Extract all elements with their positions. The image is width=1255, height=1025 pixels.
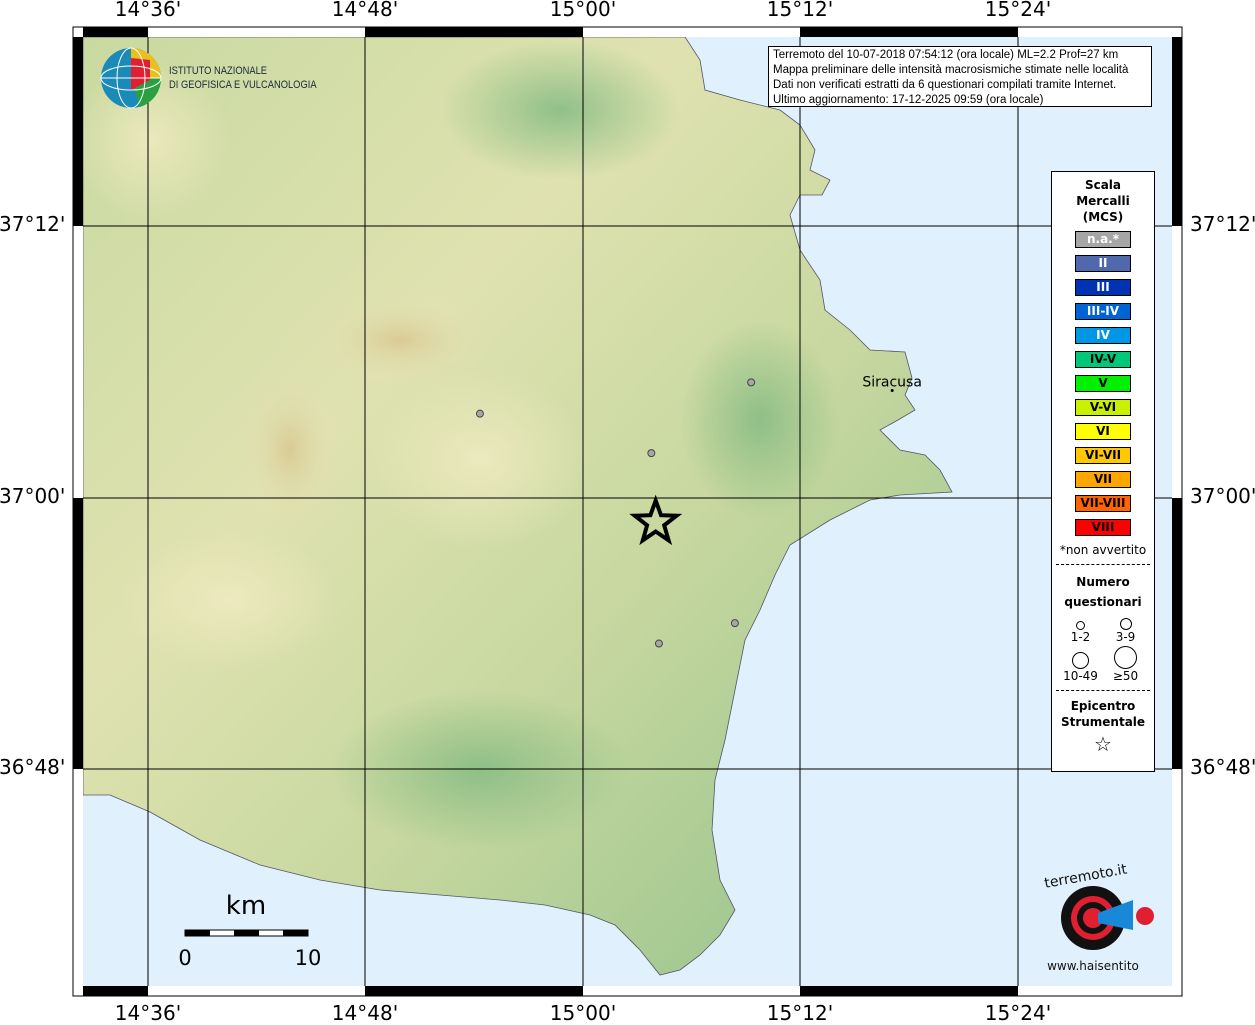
axis-tick-label: 37°00': [0, 484, 66, 508]
frame-bar: [800, 986, 1018, 996]
circle-size-icon: [1114, 646, 1137, 669]
frame-bar: [1172, 37, 1182, 226]
legend-swatch: III: [1075, 279, 1131, 296]
frame-bar: [73, 37, 83, 226]
axis-tick-label: 37°12': [1190, 212, 1255, 236]
frame-bar: [73, 498, 83, 769]
size-label: 10-49: [1063, 669, 1098, 683]
frame-bar: [365, 27, 583, 37]
legend-title-3: (MCS): [1082, 210, 1124, 224]
axis-tick-label: 15°12': [766, 0, 834, 21]
city-marker: [890, 388, 894, 392]
info-line-3: Dati non verificati estratti da 6 questi…: [773, 79, 1117, 91]
event-info-box: Terremoto del 10-07-2018 07:54:12 (ora l…: [768, 46, 1152, 107]
intensity-point[interactable]: [475, 409, 484, 418]
legend-numero-2: questionari: [1064, 595, 1142, 609]
star-icon: ☆: [1094, 732, 1112, 756]
legend-swatch: IV-V: [1075, 351, 1131, 368]
legend-swatch: III-IV: [1075, 303, 1131, 320]
scalebar-min: 0: [178, 946, 191, 970]
frame-bar: [1172, 498, 1182, 769]
ingv-logo-text: ISTITUTO NAZIONALE DI GEOFISICA E VULCAN…: [169, 64, 317, 92]
legend-swatch: VII-VIII: [1075, 495, 1131, 512]
size-label: 1-2: [1070, 630, 1091, 644]
frame-bar: [83, 27, 148, 37]
axis-tick-label: 14°36': [114, 0, 182, 21]
axis-tick-label: 14°36': [114, 1001, 182, 1025]
epicenter-star-icon[interactable]: [629, 494, 683, 546]
axis-tick-label: 37°12': [0, 212, 66, 236]
ingv-line2: DI GEOFISICA E VULCANOLOGIA: [169, 79, 317, 91]
size-legend: 1-2 3-9 10-49 ≥50: [1058, 618, 1148, 683]
frame-bar: [800, 27, 1018, 37]
frame-bar: [83, 986, 148, 996]
axis-tick-label: 15°00': [549, 1001, 617, 1025]
info-line-1: Terremoto del 10-07-2018 07:54:12 (ora l…: [773, 49, 1119, 61]
legend-swatch: V-VI: [1075, 399, 1131, 416]
graticule: [83, 37, 1172, 986]
circle-size-icon: [1076, 621, 1085, 630]
circle-size-icon: [1119, 618, 1132, 630]
legend-epi-2: Strumentale: [1060, 715, 1146, 729]
axis-tick-label: 14°48': [331, 1001, 399, 1025]
info-line-4: Ultimo aggiornamento: 17-12-2025 09:59 (…: [773, 94, 1044, 106]
legend-swatch: VIII: [1075, 519, 1131, 536]
scalebar-max: 10: [295, 946, 322, 970]
size-label: ≥50: [1112, 669, 1139, 683]
frame-bar: [365, 986, 583, 996]
legend-swatch: VI: [1075, 423, 1131, 440]
intensity-point[interactable]: [747, 378, 756, 387]
legend-swatch: n.a.*: [1075, 231, 1131, 248]
legend-note: *non avvertito: [1059, 543, 1147, 557]
legend-title-1: Scala: [1084, 178, 1122, 192]
intensity-point[interactable]: [730, 619, 739, 628]
legend-title-2: Mercalli: [1076, 194, 1130, 208]
ingv-line1: ISTITUTO NAZIONALE: [169, 65, 268, 77]
legend-swatch: VII: [1075, 471, 1131, 488]
divider: [1056, 564, 1150, 565]
intensity-point[interactable]: [647, 449, 656, 458]
axis-tick-label: 14°48': [331, 0, 399, 21]
ingv-logo-globe-icon: [100, 47, 162, 109]
svg-text:www.haisentito: www.haisentito: [1047, 959, 1139, 973]
axis-tick-label: 37°00': [1190, 484, 1255, 508]
axis-tick-label: 15°12': [766, 1001, 834, 1025]
axis-tick-label: 15°00': [549, 0, 617, 21]
divider: [1056, 690, 1150, 691]
axis-tick-label: 36°48': [1190, 755, 1255, 779]
legend-swatch: IV: [1075, 327, 1131, 344]
legend-swatch: VI-VII: [1075, 447, 1131, 464]
scalebar: [184, 929, 309, 937]
legend-swatch: II: [1075, 255, 1131, 272]
size-label: 3-9: [1115, 630, 1136, 644]
axis-tick-label: 15°24': [984, 0, 1052, 21]
intensity-point[interactable]: [654, 639, 663, 648]
legend-numero-1: Numero: [1076, 575, 1130, 589]
scalebar-unit: km: [226, 891, 266, 921]
frame-scale-bars: [73, 27, 1182, 996]
city-label: Siracusa: [862, 374, 922, 390]
legend-swatch: V: [1075, 375, 1131, 392]
legend: Scala Mercalli (MCS) n.a.* II III III-IV IV I…: [1051, 171, 1155, 772]
axis-tick-label: 36°48': [0, 755, 66, 779]
axis-tick-label: 15°24': [984, 1001, 1052, 1025]
legend-title: Scala Mercalli (MCS): [1052, 177, 1154, 225]
legend-epi-1: Epicentro: [1070, 699, 1136, 713]
info-line-2: Mappa preliminare delle intensità macros…: [773, 64, 1129, 76]
circle-size-icon: [1072, 652, 1089, 669]
